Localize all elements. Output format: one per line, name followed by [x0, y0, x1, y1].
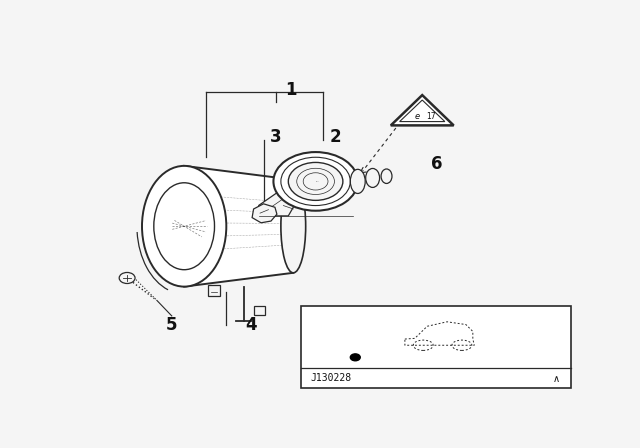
Ellipse shape	[365, 168, 380, 187]
Text: 5: 5	[166, 315, 177, 334]
Circle shape	[119, 272, 135, 284]
Ellipse shape	[350, 169, 365, 194]
Text: e: e	[415, 112, 420, 121]
Text: ∧: ∧	[552, 374, 560, 384]
Text: 17: 17	[426, 112, 436, 121]
FancyBboxPatch shape	[208, 284, 220, 296]
Text: 1: 1	[285, 81, 296, 99]
Ellipse shape	[381, 169, 392, 184]
Text: 3: 3	[270, 128, 282, 146]
Polygon shape	[184, 166, 293, 287]
Text: 6: 6	[431, 155, 443, 173]
Polygon shape	[259, 192, 298, 216]
FancyBboxPatch shape	[301, 306, 571, 388]
Text: J130228: J130228	[310, 373, 352, 383]
Ellipse shape	[142, 166, 227, 287]
Text: 2: 2	[330, 128, 341, 146]
Ellipse shape	[281, 180, 306, 273]
Text: 4: 4	[245, 315, 257, 334]
Polygon shape	[252, 204, 277, 223]
Circle shape	[273, 152, 358, 211]
Polygon shape	[391, 95, 454, 125]
FancyBboxPatch shape	[253, 306, 264, 315]
Circle shape	[289, 163, 343, 200]
Circle shape	[350, 354, 360, 361]
